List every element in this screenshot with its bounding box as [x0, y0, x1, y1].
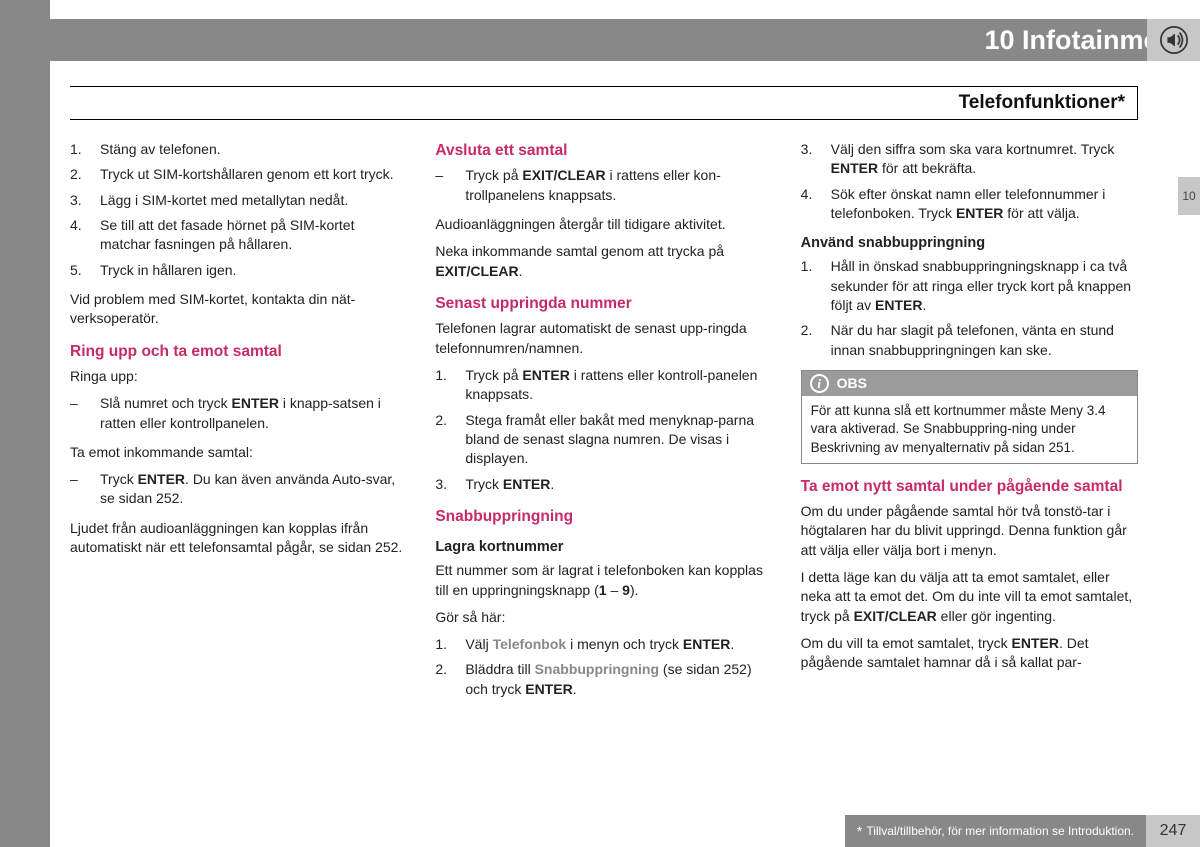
heading-new-call: Ta emot nytt samtal under pågående samta…: [801, 476, 1138, 497]
heading-store: Lagra kortnummer: [435, 537, 772, 557]
info-icon: i: [810, 374, 829, 393]
footnote: *Tillval/tillbehör, för mer information …: [845, 815, 1146, 847]
dial-label: Ringa upp:: [70, 367, 407, 386]
column-1: 1.Stäng av telefonen. 2.Tryck ut SIM-kor…: [70, 140, 407, 801]
audio-text: Ljudet från audioanläggningen kan koppla…: [70, 519, 407, 558]
heading-recent: Senast uppringda nummer: [435, 293, 772, 314]
note-box: i OBS För att kunna slå ett kortnummer m…: [801, 370, 1138, 464]
note-header: i OBS: [802, 371, 1137, 396]
content: 1.Stäng av telefonen. 2.Tryck ut SIM-kor…: [70, 140, 1138, 801]
page-number: 247: [1146, 815, 1200, 847]
heading-end-call: Avsluta ett samtal: [435, 140, 772, 161]
section-title-box: Telefonfunktioner*: [70, 86, 1138, 120]
sim-steps-list: 1.Stäng av telefonen. 2.Tryck ut SIM-kor…: [70, 140, 407, 280]
section-title: Telefonfunktioner*: [959, 92, 1125, 113]
side-tabs: 10: [1178, 177, 1200, 215]
speaker-icon: [1147, 19, 1200, 61]
side-tab-10: 10: [1178, 177, 1200, 215]
chapter-band: 10 Infotainment: [50, 19, 1200, 61]
sim-problem-text: Vid problem med SIM-kortet, kontakta din…: [70, 290, 407, 329]
incoming-label: Ta emot inkommande samtal:: [70, 443, 407, 462]
heading-use-speeddial: Använd snabbuppringning: [801, 233, 1138, 253]
page: 10 Infotainment Telefonfunktioner* 10 1.…: [50, 0, 1200, 847]
heading-call: Ring upp och ta emot samtal: [70, 341, 407, 362]
column-3: 3.Välj den siffra som ska vara kortnumre…: [801, 140, 1138, 801]
column-2: Avsluta ett samtal –Tryck på EXIT/CLEAR …: [435, 140, 772, 801]
note-body: För att kunna slå ett kortnummer måste M…: [802, 396, 1137, 463]
footer: *Tillval/tillbehör, för mer information …: [50, 815, 1200, 847]
heading-speeddial: Snabbuppringning: [435, 506, 772, 527]
